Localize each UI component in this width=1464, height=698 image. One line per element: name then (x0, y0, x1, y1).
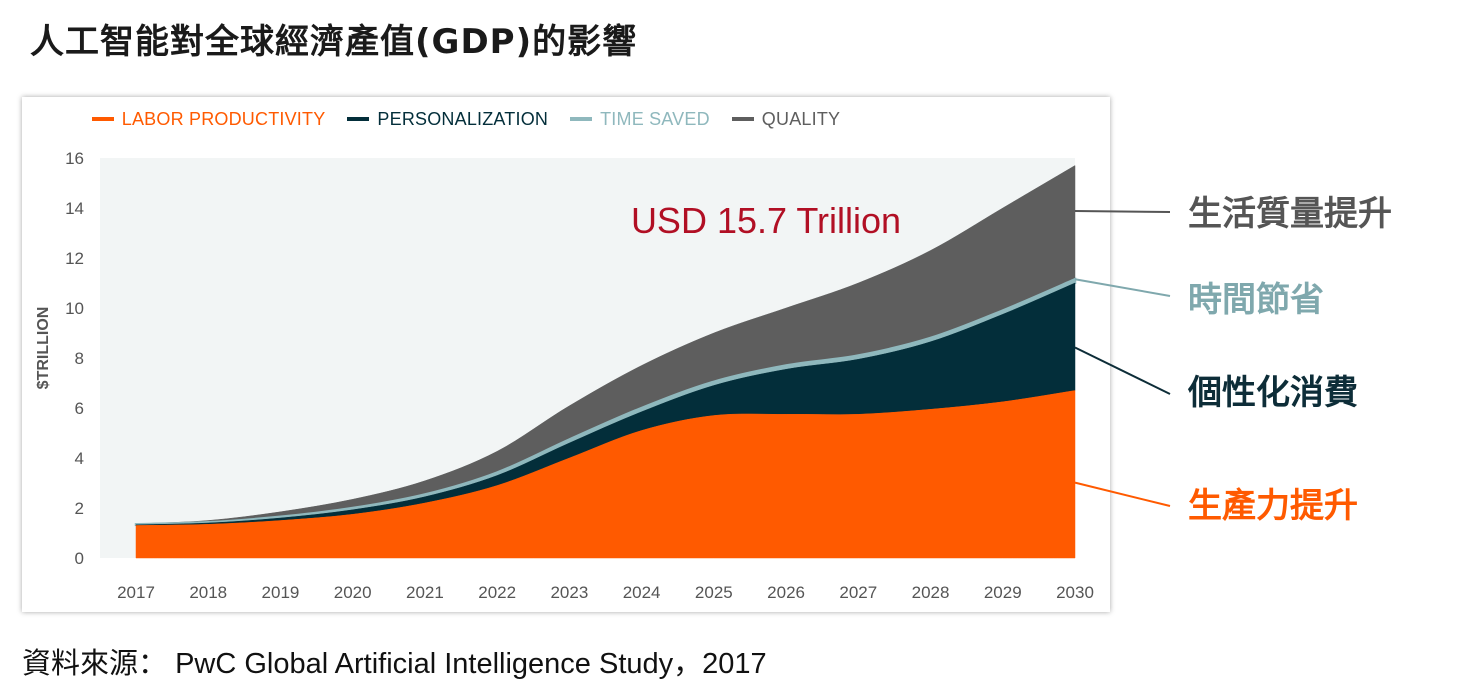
source-text: PwC Global Artificial Intelligence Study… (175, 648, 767, 680)
leader-line (1074, 210, 1171, 213)
x-tick-label: 2020 (334, 583, 372, 602)
x-tick-label: 2018 (189, 583, 227, 602)
annotation-quality: 生活質量提升 (1188, 194, 1392, 234)
legend-label-personalization: PERSONALIZATION (377, 108, 549, 129)
y-tick-label: 14 (65, 199, 84, 218)
x-tick-label: 2026 (767, 583, 805, 602)
x-tick-label: 2024 (623, 583, 661, 602)
y-tick-label: 8 (75, 349, 84, 368)
x-tick-label: 2025 (695, 583, 733, 602)
source-note: 資料來源： PwC Global Artificial Intelligence… (22, 640, 767, 682)
legend-swatch-labor-productivity (91, 117, 114, 121)
chart-legend: LABOR PRODUCTIVITY PERSONALIZATION TIME … (22, 107, 910, 131)
x-tick-label: 2017 (117, 583, 155, 602)
x-tick-label: 2028 (912, 583, 950, 602)
x-tick-label: 2029 (984, 583, 1022, 602)
y-axis-title: $TRILLION (35, 307, 52, 390)
legend-item-labor-productivity: LABOR PRODUCTIVITY (91, 108, 326, 130)
area-series-labor-productivity (135, 390, 1076, 559)
annotation-personalization: 個性化消費 (1188, 373, 1358, 413)
x-tick-label: 2021 (406, 583, 444, 602)
legend-item-quality: QUALITY (731, 108, 841, 130)
legend-label-quality: QUALITY (761, 108, 841, 129)
annotation-labor-productivity: 生產力提升 (1188, 486, 1358, 526)
y-tick-label: 12 (65, 249, 84, 268)
y-tick-label: 16 (65, 149, 84, 168)
y-tick-label: 2 (75, 499, 84, 518)
legend-item-time-saved: TIME SAVED (570, 109, 710, 130)
leader-line (1074, 481, 1171, 507)
legend-swatch-quality (731, 117, 754, 121)
legend-swatch-time-saved (570, 117, 593, 121)
page-title: 人工智能對全球經濟產值(GDP)的影響 (30, 22, 638, 62)
y-tick-label: 4 (75, 449, 84, 468)
legend-label-time-saved: TIME SAVED (600, 108, 710, 129)
x-tick-label: 2023 (550, 583, 588, 602)
x-tick-label: 2022 (478, 583, 516, 602)
x-tick-label: 2019 (262, 583, 300, 602)
y-tick-label: 10 (65, 299, 84, 318)
total-callout: USD 15.7 Trillion (631, 200, 901, 241)
legend-label-labor-productivity: LABOR PRODUCTIVITY (121, 108, 326, 129)
source-label: 資料來源： (22, 646, 168, 680)
leader-line (1074, 278, 1171, 297)
x-tick-label: 2027 (839, 583, 877, 602)
legend-swatch-personalization (347, 117, 370, 121)
annotation-time-saved: 時間節省 (1188, 280, 1324, 320)
legend-item-personalization: PERSONALIZATION (347, 109, 548, 130)
y-tick-label: 0 (75, 549, 84, 568)
leader-line (1074, 346, 1171, 395)
x-tick-label: 2030 (1056, 583, 1094, 602)
y-tick-label: 6 (75, 399, 84, 418)
